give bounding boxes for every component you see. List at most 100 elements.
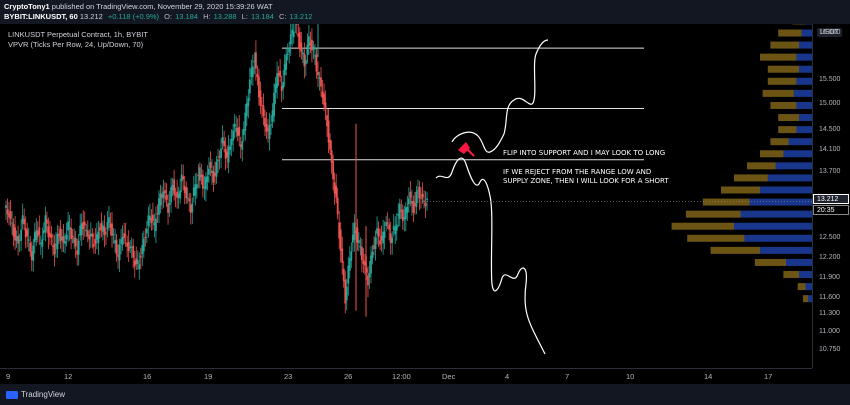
- candle-body: [147, 215, 150, 226]
- candle-body: [58, 233, 60, 236]
- candle-body: [56, 233, 59, 250]
- candle-body: [247, 98, 250, 107]
- candle-body: [348, 258, 351, 271]
- candle-body: [356, 227, 359, 243]
- price-axis[interactable]: USDT 16.000 15.500 15.000 14.500 14.100 13.70…: [812, 24, 850, 368]
- candle-body: [82, 221, 85, 229]
- candle-body: [376, 228, 378, 234]
- vp-row-up: [796, 53, 812, 61]
- candle-body: [12, 224, 15, 237]
- candle-body: [271, 110, 274, 122]
- candle-body: [79, 225, 82, 236]
- candle-body: [262, 105, 265, 117]
- time-tick: 19: [204, 372, 213, 381]
- candle-body: [159, 193, 162, 206]
- candle-body: [341, 248, 344, 263]
- candle-body: [407, 198, 410, 205]
- price-tick: 11.600: [819, 294, 840, 301]
- candle-body: [374, 237, 377, 250]
- candle-body: [171, 184, 174, 191]
- candle-body: [332, 161, 335, 180]
- candle-body: [201, 174, 204, 189]
- vp-row-down: [710, 246, 760, 254]
- vp-row-down: [770, 41, 799, 49]
- candle-body: [94, 238, 97, 245]
- price-tick: 16.000: [819, 29, 841, 36]
- candle-body: [97, 231, 100, 244]
- candle-body: [351, 234, 354, 243]
- candle-body: [88, 235, 91, 240]
- candle-body: [248, 79, 251, 94]
- candle-body: [401, 209, 404, 221]
- candle-body: [121, 236, 124, 245]
- vp-row-down: [778, 126, 797, 134]
- candle-body: [300, 42, 303, 52]
- candle-body: [21, 215, 24, 224]
- candle-body: [123, 233, 126, 239]
- candle-body: [77, 240, 80, 255]
- candle-body: [170, 187, 172, 203]
- candle-body: [33, 232, 36, 243]
- candle-body: [317, 71, 319, 76]
- candle-body: [150, 218, 153, 223]
- candle-body: [129, 246, 132, 249]
- candle-body: [256, 74, 259, 78]
- candle-body: [62, 235, 65, 243]
- vp-row-down: [671, 222, 734, 230]
- author-name[interactable]: CryptoTony1: [4, 2, 50, 11]
- candle-body: [380, 235, 383, 241]
- candle-body: [189, 204, 192, 213]
- low-value: 13.184: [250, 12, 274, 21]
- candle-body: [168, 202, 171, 206]
- candle-body: [73, 237, 76, 243]
- legend-title[interactable]: LINKUSDT Perpetual Contract, 1h, BYBIT: [8, 30, 148, 39]
- candle-body: [91, 234, 94, 237]
- candle-body: [283, 64, 286, 76]
- candle-body: [52, 245, 54, 248]
- candle-body: [292, 31, 295, 38]
- candle-body: [338, 222, 341, 239]
- candle-body: [251, 66, 254, 77]
- candle-body: [426, 198, 428, 201]
- candle-body: [291, 29, 294, 35]
- time-tick: 12: [64, 372, 73, 381]
- candle-body: [127, 241, 130, 252]
- candle-body: [14, 227, 16, 241]
- symbol-line[interactable]: BYBIT:LINKUSDT, 60: [4, 12, 78, 21]
- candle-body: [41, 239, 44, 247]
- candle-body: [254, 52, 257, 69]
- candle-body: [309, 42, 312, 46]
- chart-canvas[interactable]: [0, 24, 812, 368]
- time-axis[interactable]: 9 12 16 19 23 26 12:00 Dec 4 7 10 14 17: [0, 368, 812, 384]
- candle-body: [415, 191, 418, 207]
- candle-body: [136, 260, 139, 264]
- candle-body: [224, 149, 227, 159]
- price-tick: 15.000: [819, 100, 841, 107]
- candle-body: [35, 230, 38, 240]
- candle-body: [145, 228, 148, 234]
- candle-body: [65, 234, 68, 240]
- legend-indicator[interactable]: VPVR (Ticks Per Row, 24, Up/Down, 70): [8, 40, 144, 49]
- candle-body: [353, 222, 356, 240]
- price-tick: 12.200: [819, 254, 841, 261]
- candle-body: [323, 93, 325, 105]
- tradingview-logo[interactable]: TradingView: [6, 390, 65, 399]
- candle-body: [244, 112, 247, 131]
- candle-body: [212, 171, 215, 183]
- vp-row-down: [762, 89, 794, 97]
- candle-body: [388, 224, 391, 230]
- vp-row-down: [754, 258, 786, 266]
- candle-body: [397, 213, 400, 216]
- vp-row-down: [747, 162, 776, 170]
- currency-badge[interactable]: USDT: [817, 28, 843, 37]
- candle-body: [53, 243, 56, 255]
- chart-header: CryptoTony1 published on TradingView.com…: [0, 0, 850, 24]
- candle-body: [6, 209, 9, 215]
- price-tick: 11.000: [819, 328, 840, 335]
- chart-pane[interactable]: LINKUSDT Perpetual Contract, 1h, BYBIT V…: [0, 24, 812, 368]
- candle-body: [418, 186, 421, 199]
- candle-body: [301, 52, 304, 55]
- vp-row-up: [767, 174, 812, 182]
- vp-row-up: [734, 222, 812, 230]
- candle-body: [195, 184, 198, 189]
